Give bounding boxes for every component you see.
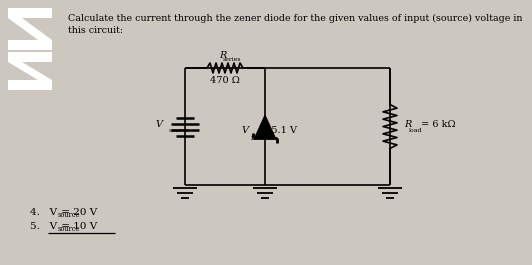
Text: source: source [58,225,80,233]
Text: source: source [58,211,80,219]
Text: R: R [219,51,227,60]
Text: V: V [156,120,163,129]
Polygon shape [255,116,275,138]
Text: R: R [404,120,411,129]
Text: load: load [409,129,422,134]
Text: 5.   V: 5. V [30,222,57,231]
Text: this circuit:: this circuit: [68,26,123,35]
Text: series: series [223,57,242,62]
Text: = 5.1 V: = 5.1 V [257,126,297,135]
Text: = 6 kΩ: = 6 kΩ [418,120,455,129]
Text: = 10 V: = 10 V [58,222,97,231]
Text: source: source [169,129,190,134]
Text: = 20 V: = 20 V [58,208,97,217]
Polygon shape [8,8,52,50]
Text: V: V [242,126,249,135]
Text: 470 Ω: 470 Ω [210,76,240,85]
Text: z: z [251,135,255,143]
Polygon shape [8,52,52,90]
Text: 4.   V: 4. V [30,208,57,217]
Text: Calculate the current through the zener diode for the given values of input (sou: Calculate the current through the zener … [68,14,522,23]
